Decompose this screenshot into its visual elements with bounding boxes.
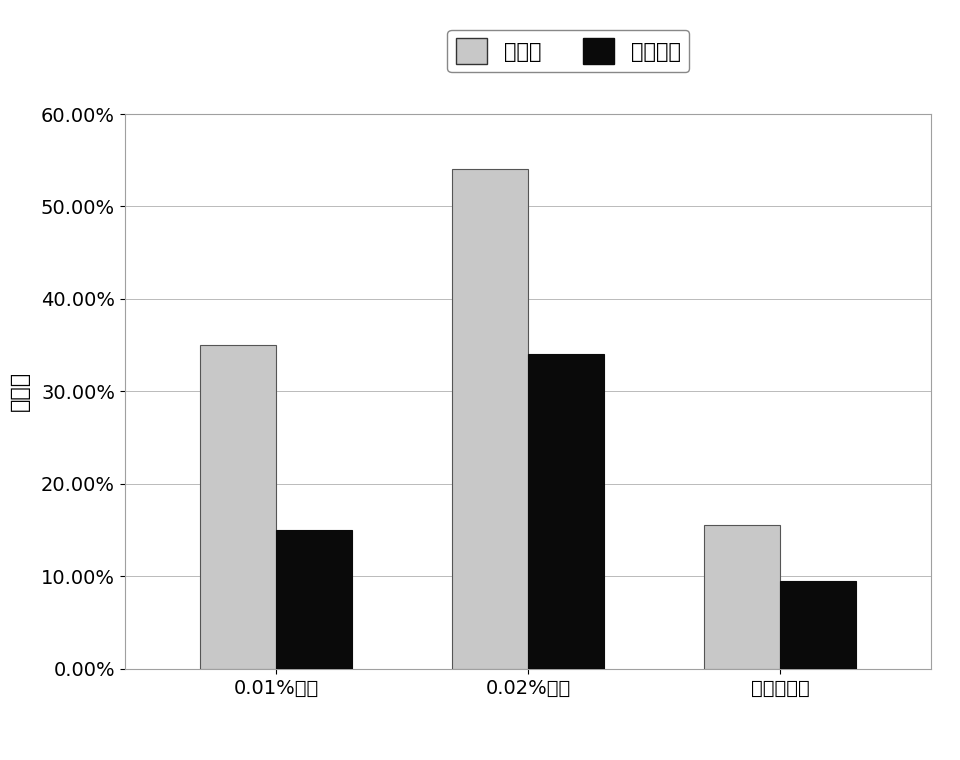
Bar (780, 581, 855, 669)
Bar (528, 354, 604, 669)
Bar (452, 169, 528, 669)
Bar (201, 345, 276, 669)
Legend: 纤维素, 半纤维素: 纤维素, 半纤维素 (447, 30, 689, 72)
Bar (705, 525, 780, 669)
Y-axis label: 转化率: 转化率 (10, 372, 30, 411)
Bar (276, 530, 351, 669)
